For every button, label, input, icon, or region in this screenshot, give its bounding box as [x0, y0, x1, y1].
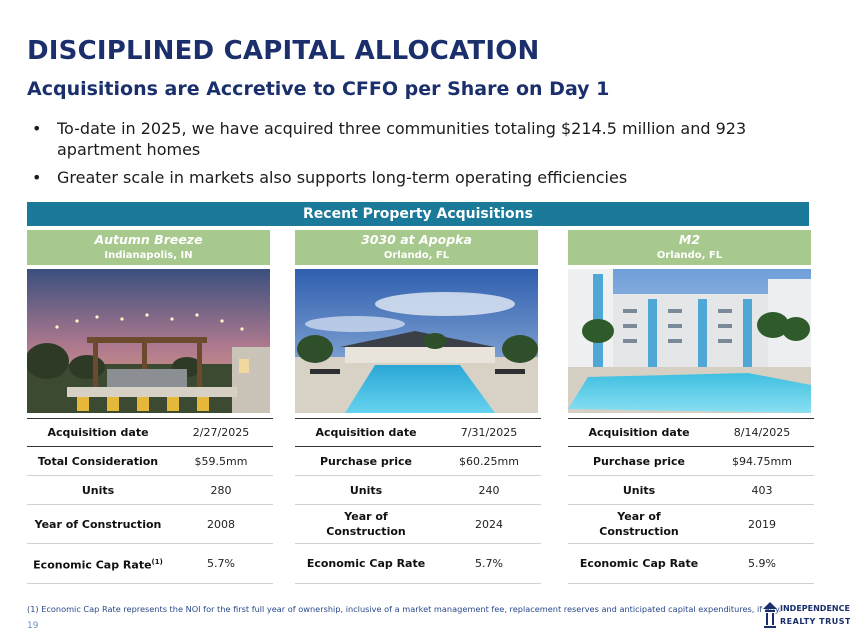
row-value: 5.7% — [475, 557, 503, 570]
row-label: Year of Construction — [326, 510, 406, 538]
property-photo — [27, 269, 270, 413]
row-value: $94.75mm — [732, 454, 792, 468]
property-card-3030-at-apopka: 3030 at Apopka Orlando, FL — [295, 230, 541, 584]
property-details-table: Acquisition date 2/27/2025 Total Conside… — [27, 418, 273, 584]
row-label: Acquisition date — [315, 426, 417, 439]
row-value: 280 — [210, 483, 232, 497]
row-value: 5.9% — [748, 557, 776, 570]
property-details-table: Acquisition date 7/31/2025 Purchase pric… — [295, 418, 541, 584]
bullet-item: To-date in 2025, we have acquired three … — [30, 118, 820, 160]
row-value: 2008 — [207, 517, 235, 531]
table-row: Economic Cap Rate 5.9% — [568, 544, 814, 584]
property-header: Autumn Breeze Indianapolis, IN — [27, 230, 270, 265]
row-label: Purchase price — [593, 454, 685, 468]
row-label: Purchase price — [320, 454, 412, 468]
row-label: Economic Cap Rate — [306, 557, 426, 570]
row-label: Economic Cap Rate(1) — [33, 557, 163, 572]
table-row: Units 280 — [27, 476, 273, 505]
row-value: $59.5mm — [194, 454, 248, 468]
table-row: Acquisition date 2/27/2025 — [27, 419, 273, 447]
property-name: M2 — [678, 232, 701, 247]
table-row: Year of Construction 2008 — [27, 505, 273, 544]
row-value: $60.25mm — [459, 454, 519, 468]
table-row: Economic Cap Rate(1) 5.7% — [27, 544, 273, 584]
bullet-list: To-date in 2025, we have acquired three … — [30, 118, 820, 195]
property-name: 3030 at Apopka — [361, 232, 472, 247]
row-value: 2/27/2025 — [192, 426, 250, 439]
row-label: Year of Construction — [599, 510, 679, 538]
row-label: Units — [81, 483, 115, 497]
row-label: Year of Construction — [34, 517, 162, 531]
logo-mark-icon — [763, 602, 777, 628]
property-name: Autumn Breeze — [94, 232, 203, 247]
table-row: Purchase price $94.75mm — [568, 447, 814, 476]
property-details-table: Acquisition date 8/14/2025 Purchase pric… — [568, 418, 814, 584]
table-row: Year of Construction 2024 — [295, 505, 541, 544]
property-photo — [568, 269, 811, 413]
row-value: 8/14/2025 — [733, 426, 791, 439]
row-label: Total Consideration — [37, 454, 159, 468]
company-logo: INDEPENDENCE REALTY TRUST — [762, 602, 850, 632]
row-value: 240 — [478, 483, 500, 497]
row-label: Acquisition date — [47, 426, 149, 439]
bullet-item: Greater scale in markets also supports l… — [30, 167, 820, 188]
row-value: 2019 — [748, 517, 776, 531]
property-location: Orlando, FL — [383, 250, 450, 261]
logo-line-1: INDEPENDENCE — [780, 604, 850, 613]
table-row: Year of Construction 2019 — [568, 505, 814, 544]
row-value: 403 — [751, 483, 773, 497]
row-label: Economic Cap Rate — [579, 557, 699, 570]
table-row: Units 403 — [568, 476, 814, 505]
row-label: Acquisition date — [588, 426, 690, 439]
property-card-autumn-breeze: Autumn Breeze Indianapolis, IN — [27, 230, 273, 584]
page-title: DISCIPLINED CAPITAL ALLOCATION — [27, 36, 540, 66]
property-header: 3030 at Apopka Orlando, FL — [295, 230, 538, 265]
property-header: M2 Orlando, FL — [568, 230, 811, 265]
property-location: Orlando, FL — [656, 250, 723, 261]
table-row: Acquisition date 8/14/2025 — [568, 419, 814, 447]
logo-line-2: REALTY TRUST — [780, 617, 850, 626]
property-photo — [295, 269, 538, 413]
page-subtitle: Acquisitions are Accretive to CFFO per S… — [27, 78, 610, 100]
property-card-m2: M2 Orlando, FL — [568, 230, 814, 584]
table-row: Total Consideration $59.5mm — [27, 447, 273, 476]
table-row: Units 240 — [295, 476, 541, 505]
row-label: Units — [622, 483, 656, 497]
section-banner: Recent Property Acquisitions — [27, 202, 809, 226]
row-value: 7/31/2025 — [460, 426, 518, 439]
row-label: Units — [349, 483, 383, 497]
table-row: Acquisition date 7/31/2025 — [295, 419, 541, 447]
page-number: 19 — [27, 621, 39, 631]
row-value: 5.7% — [207, 557, 235, 570]
table-row: Purchase price $60.25mm — [295, 447, 541, 476]
property-location: Indianapolis, IN — [104, 250, 193, 261]
row-value: 2024 — [475, 517, 503, 531]
footnote: (1) Economic Cap Rate represents the NOI… — [27, 604, 782, 614]
table-row: Economic Cap Rate 5.7% — [295, 544, 541, 584]
